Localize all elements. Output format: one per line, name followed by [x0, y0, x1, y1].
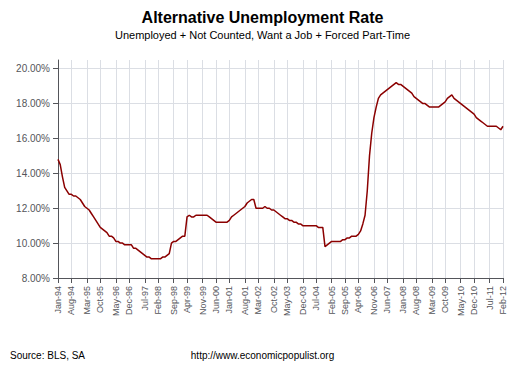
svg-text:Jul-04: Jul-04 [311, 286, 321, 311]
svg-text:Oct-95: Oct-95 [95, 286, 105, 313]
svg-text:Aug-94: Aug-94 [66, 286, 76, 315]
svg-text:May-03: May-03 [282, 286, 292, 316]
svg-text:20.00%: 20.00% [16, 63, 50, 74]
svg-text:18.00%: 18.00% [16, 98, 50, 109]
svg-text:Mar-95: Mar-95 [82, 286, 92, 315]
svg-text:Oct-02: Oct-02 [269, 286, 279, 313]
svg-text:Jul-11: Jul-11 [485, 286, 495, 310]
svg-text:Jun-00: Jun-00 [211, 286, 221, 314]
svg-text:Dec-10: Dec-10 [469, 286, 479, 315]
svg-text:http://www.economicpopulist.or: http://www.economicpopulist.org [191, 350, 334, 361]
svg-text:Aug-01: Aug-01 [240, 286, 250, 315]
svg-text:Sep-98: Sep-98 [169, 286, 179, 315]
svg-text:Jan-08: Jan-08 [398, 286, 408, 314]
svg-text:16.00%: 16.00% [16, 133, 50, 144]
svg-text:Apr-99: Apr-99 [182, 286, 192, 313]
svg-text:14.00%: 14.00% [16, 168, 50, 179]
svg-text:Source: BLS, SA: Source: BLS, SA [10, 350, 85, 361]
svg-text:May-96: May-96 [111, 286, 121, 316]
svg-text:Apr-06: Apr-06 [353, 286, 363, 313]
svg-text:Feb-05: Feb-05 [327, 286, 337, 315]
svg-text:8.00%: 8.00% [22, 273, 50, 284]
svg-text:Sep-05: Sep-05 [340, 286, 350, 315]
svg-text:Mar-09: Mar-09 [427, 286, 437, 315]
svg-text:10.00%: 10.00% [16, 238, 50, 249]
svg-text:Aug-08: Aug-08 [411, 286, 421, 315]
svg-text:Nov-99: Nov-99 [198, 286, 208, 315]
svg-text:Feb-98: Feb-98 [153, 286, 163, 315]
svg-text:Feb-12: Feb-12 [498, 286, 508, 315]
svg-text:Alternative Unemployment Rate: Alternative Unemployment Rate [142, 9, 384, 26]
svg-text:12.00%: 12.00% [16, 203, 50, 214]
svg-text:Nov-06: Nov-06 [369, 286, 379, 315]
svg-text:May-10: May-10 [456, 286, 466, 316]
svg-text:Jun-07: Jun-07 [382, 286, 392, 314]
svg-text:Jan-94: Jan-94 [53, 286, 63, 314]
svg-text:Dec-96: Dec-96 [124, 286, 134, 315]
svg-text:Oct-09: Oct-09 [440, 286, 450, 313]
svg-text:Jul-97: Jul-97 [140, 286, 150, 311]
svg-text:Dec-03: Dec-03 [298, 286, 308, 315]
svg-text:Mar-02: Mar-02 [253, 286, 263, 315]
svg-text:Jan-01: Jan-01 [224, 286, 234, 314]
svg-text:Unemployed + Not Counted, Want: Unemployed + Not Counted, Want a Job + F… [115, 29, 410, 41]
